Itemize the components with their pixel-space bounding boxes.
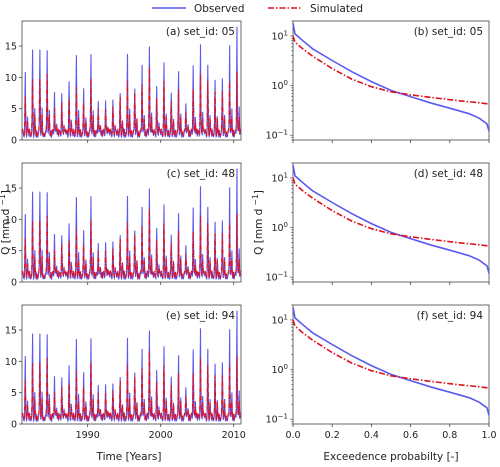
legend-simulated-label: Simulated bbox=[310, 3, 363, 15]
simulated-hydrograph-line bbox=[21, 208, 242, 280]
fdc-ytick-label: 101 bbox=[271, 313, 288, 326]
observed-hydrograph-line bbox=[21, 168, 242, 281]
fdc-ytick-label: 100 bbox=[271, 363, 288, 376]
hydrograph-ytick-label: 0 bbox=[11, 420, 17, 431]
hydrograph-xtick-label: 2010 bbox=[222, 430, 246, 441]
observed-hydrograph-line bbox=[21, 310, 242, 423]
hydrograph-ytick-label: 5 bbox=[11, 104, 17, 115]
fdc-xtick-label: 0.6 bbox=[403, 430, 418, 441]
hydrograph-panel-label: (c) set_id: 48 bbox=[167, 168, 235, 180]
legend: Observed Simulated bbox=[152, 3, 363, 15]
fdc-xtick-label: 0.8 bbox=[442, 430, 457, 441]
hydrograph-panel-2: 0 5 10 15 1990 2000 2010 (e) set_id: 94 bbox=[5, 304, 246, 441]
fdc-ytick-label: 100 bbox=[271, 221, 288, 234]
hydrograph-ytick-label: 15 bbox=[5, 184, 17, 195]
fdc-frame bbox=[292, 162, 490, 283]
fdc-xlabel: Exceedence probabilty [-] bbox=[323, 451, 458, 463]
simulated-hydrograph-line bbox=[21, 350, 242, 422]
fdc-xtick-label: 0.4 bbox=[364, 430, 379, 441]
observed-fdc-line bbox=[292, 307, 490, 416]
hydrograph-ytick-label: 10 bbox=[5, 357, 17, 368]
observed-fdc-line bbox=[292, 165, 490, 274]
hydrograph-ylabel: Q [mm d −1] bbox=[0, 190, 12, 255]
fdc-panel-1: 10−1 100 101 (d) set_id: 48 Q [mm d −1] bbox=[251, 162, 490, 285]
fdc-xtick-label: 0.0 bbox=[285, 430, 300, 441]
simulated-fdc-line bbox=[292, 177, 490, 248]
hydrograph-xtick-label: 2000 bbox=[149, 430, 173, 441]
hydrograph-panel-label: (a) set_id: 05 bbox=[166, 26, 235, 38]
hydrograph-frame bbox=[21, 20, 242, 141]
fdc-ylabel: Q [mm d −1] bbox=[251, 190, 266, 255]
hydrograph-ytick-label: 0 bbox=[11, 278, 17, 289]
hydrograph-panel-label: (e) set_id: 94 bbox=[166, 310, 235, 322]
hydrograph-panel-0: 0 5 10 15 (a) set_id: 05 bbox=[5, 20, 242, 147]
simulated-hydrograph-line bbox=[21, 66, 242, 138]
fdc-ytick-label: 100 bbox=[271, 79, 288, 92]
hydrograph-panel-1: 0 5 10 15 (c) set_id: 48 Q [mm d −1] bbox=[0, 162, 242, 289]
hydrograph-frame bbox=[21, 162, 242, 283]
fdc-ytick-label: 10−1 bbox=[266, 271, 288, 284]
hydrograph-ytick-label: 5 bbox=[11, 246, 17, 257]
fdc-panel-2: 10−1 100 101 0.0 0.2 0.4 0.6 0.8 1.0 (f) set_id: … bbox=[266, 304, 497, 441]
observed-hydrograph-line bbox=[21, 26, 242, 139]
hydrograph-ytick-label: 15 bbox=[5, 326, 17, 337]
fdc-ytick-label: 101 bbox=[271, 29, 288, 42]
fdc-panel-0: 10−1 100 101 (b) set_id: 05 bbox=[266, 20, 490, 143]
hydrograph-ytick-label: 10 bbox=[5, 215, 17, 226]
hydrograph-ytick-label: 5 bbox=[11, 388, 17, 399]
fdc-xtick-label: 1.0 bbox=[481, 430, 496, 441]
hydrograph-ytick-label: 0 bbox=[11, 136, 17, 147]
fdc-panel-label: (d) set_id: 48 bbox=[414, 168, 483, 180]
hydrograph-ytick-label: 10 bbox=[5, 73, 17, 84]
legend-observed-label: Observed bbox=[194, 3, 245, 15]
fdc-panel-label: (b) set_id: 05 bbox=[414, 26, 483, 38]
fdc-ytick-label: 101 bbox=[271, 171, 288, 184]
hydrograph-ytick-label: 15 bbox=[5, 42, 17, 53]
fdc-frame bbox=[292, 304, 490, 425]
fdc-xtick-label: 0.2 bbox=[325, 430, 340, 441]
fdc-panel-label: (f) set_id: 94 bbox=[417, 310, 484, 322]
fdc-frame bbox=[292, 20, 490, 141]
fdc-ytick-label: 10−1 bbox=[266, 413, 288, 426]
fdc-ytick-label: 10−1 bbox=[266, 129, 288, 142]
simulated-fdc-line bbox=[292, 35, 490, 106]
observed-fdc-line bbox=[292, 23, 490, 132]
hydrograph-xtick-label: 1990 bbox=[76, 430, 100, 441]
simulated-fdc-line bbox=[292, 319, 490, 390]
hydrograph-xlabel: Time [Years] bbox=[96, 451, 162, 463]
hydrograph-frame bbox=[21, 304, 242, 425]
